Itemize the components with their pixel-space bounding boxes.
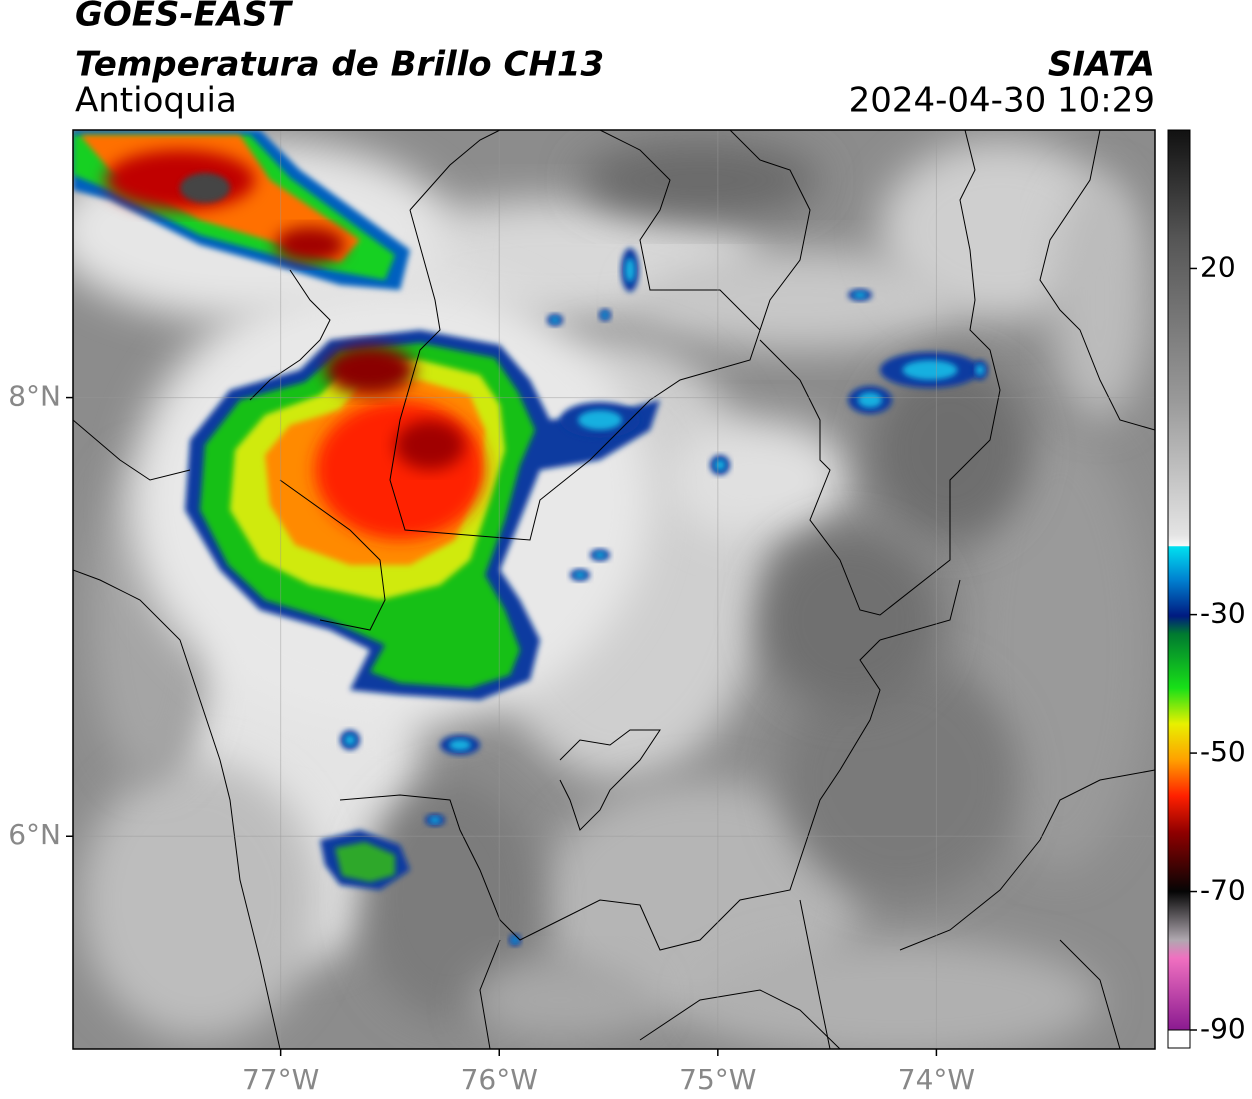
map-frame (72, 129, 1156, 1050)
cloud (640, 250, 960, 350)
colorbar-frame (1167, 129, 1191, 1049)
cloud (80, 760, 320, 1040)
admin-border (389, 130, 761, 541)
convective-core (105, 150, 255, 210)
admin-border (879, 579, 961, 641)
small-cell (550, 316, 560, 324)
convective-cell (335, 842, 395, 882)
colorbar-tick-label: -50 (1200, 735, 1246, 768)
cloud (470, 960, 650, 1040)
cloud (760, 530, 940, 710)
small-cell (511, 936, 519, 944)
small-cell (429, 816, 441, 824)
small-cell (574, 571, 586, 579)
map-overlay: 77°W 76°W 75°W 74°W 8°N 6°N (8, 130, 1155, 1096)
satellite-title: GOES-EAST (75, 0, 294, 35)
convective-core (395, 420, 465, 470)
source-label: SIATA (1048, 45, 1155, 85)
cloud (670, 420, 850, 540)
x-tick-label: 74°W (898, 1063, 975, 1096)
x-tick-label: 76°W (461, 1063, 538, 1096)
colorbar-tick-label: -90 (1200, 1012, 1246, 1045)
cloud (780, 660, 1020, 900)
cloud (1050, 180, 1150, 420)
small-cell (344, 734, 356, 746)
admin-border (559, 729, 661, 831)
admin-border (73, 569, 281, 1049)
admin-border (249, 269, 331, 401)
admin-border (799, 899, 831, 1049)
small-cell (449, 739, 471, 751)
small-cell (594, 551, 606, 559)
cloud (580, 140, 820, 220)
admin-border (1039, 130, 1155, 431)
small-cell (853, 291, 867, 299)
small-cell (857, 392, 883, 408)
convective-core (275, 227, 345, 263)
admin-border (279, 479, 386, 631)
colorbar-tick-label: 20 (1200, 250, 1236, 283)
admin-border (339, 639, 881, 951)
admin-border (409, 130, 501, 211)
small-cell (625, 257, 635, 283)
y-tick-label: 6°N (8, 818, 61, 851)
admin-border (759, 130, 1001, 616)
small-cell (714, 459, 726, 471)
region-label: Antioquia (75, 81, 237, 121)
cloud (700, 940, 1100, 1049)
cloud (870, 360, 1030, 540)
admin-border (729, 130, 811, 331)
admin-border (899, 769, 1155, 951)
convective-core (325, 345, 415, 395)
small-cell (601, 311, 609, 319)
small-cell (578, 410, 622, 430)
admin-border (73, 419, 191, 481)
product-title: Temperatura de Brillo CH13 (75, 45, 604, 85)
colorbar-tick-label: -30 (1200, 597, 1246, 630)
colorbar-tick-label: -70 (1200, 874, 1246, 907)
small-cell (975, 364, 985, 376)
colorbar-under (1167, 1029, 1191, 1049)
x-tick-label: 75°W (679, 1063, 756, 1096)
datetime-label: 2024-04-30 10:29 (849, 81, 1155, 121)
satellite-imagery (73, 130, 1155, 1049)
convective-core (180, 173, 230, 203)
admin-border (1059, 939, 1121, 1049)
y-tick-label: 8°N (8, 380, 61, 413)
colorbar (1168, 130, 1190, 1030)
admin-border (639, 989, 841, 1049)
small-cell (902, 360, 958, 380)
admin-border (479, 939, 501, 1049)
x-tick-label: 77°W (242, 1063, 319, 1096)
cloud (360, 780, 540, 1020)
